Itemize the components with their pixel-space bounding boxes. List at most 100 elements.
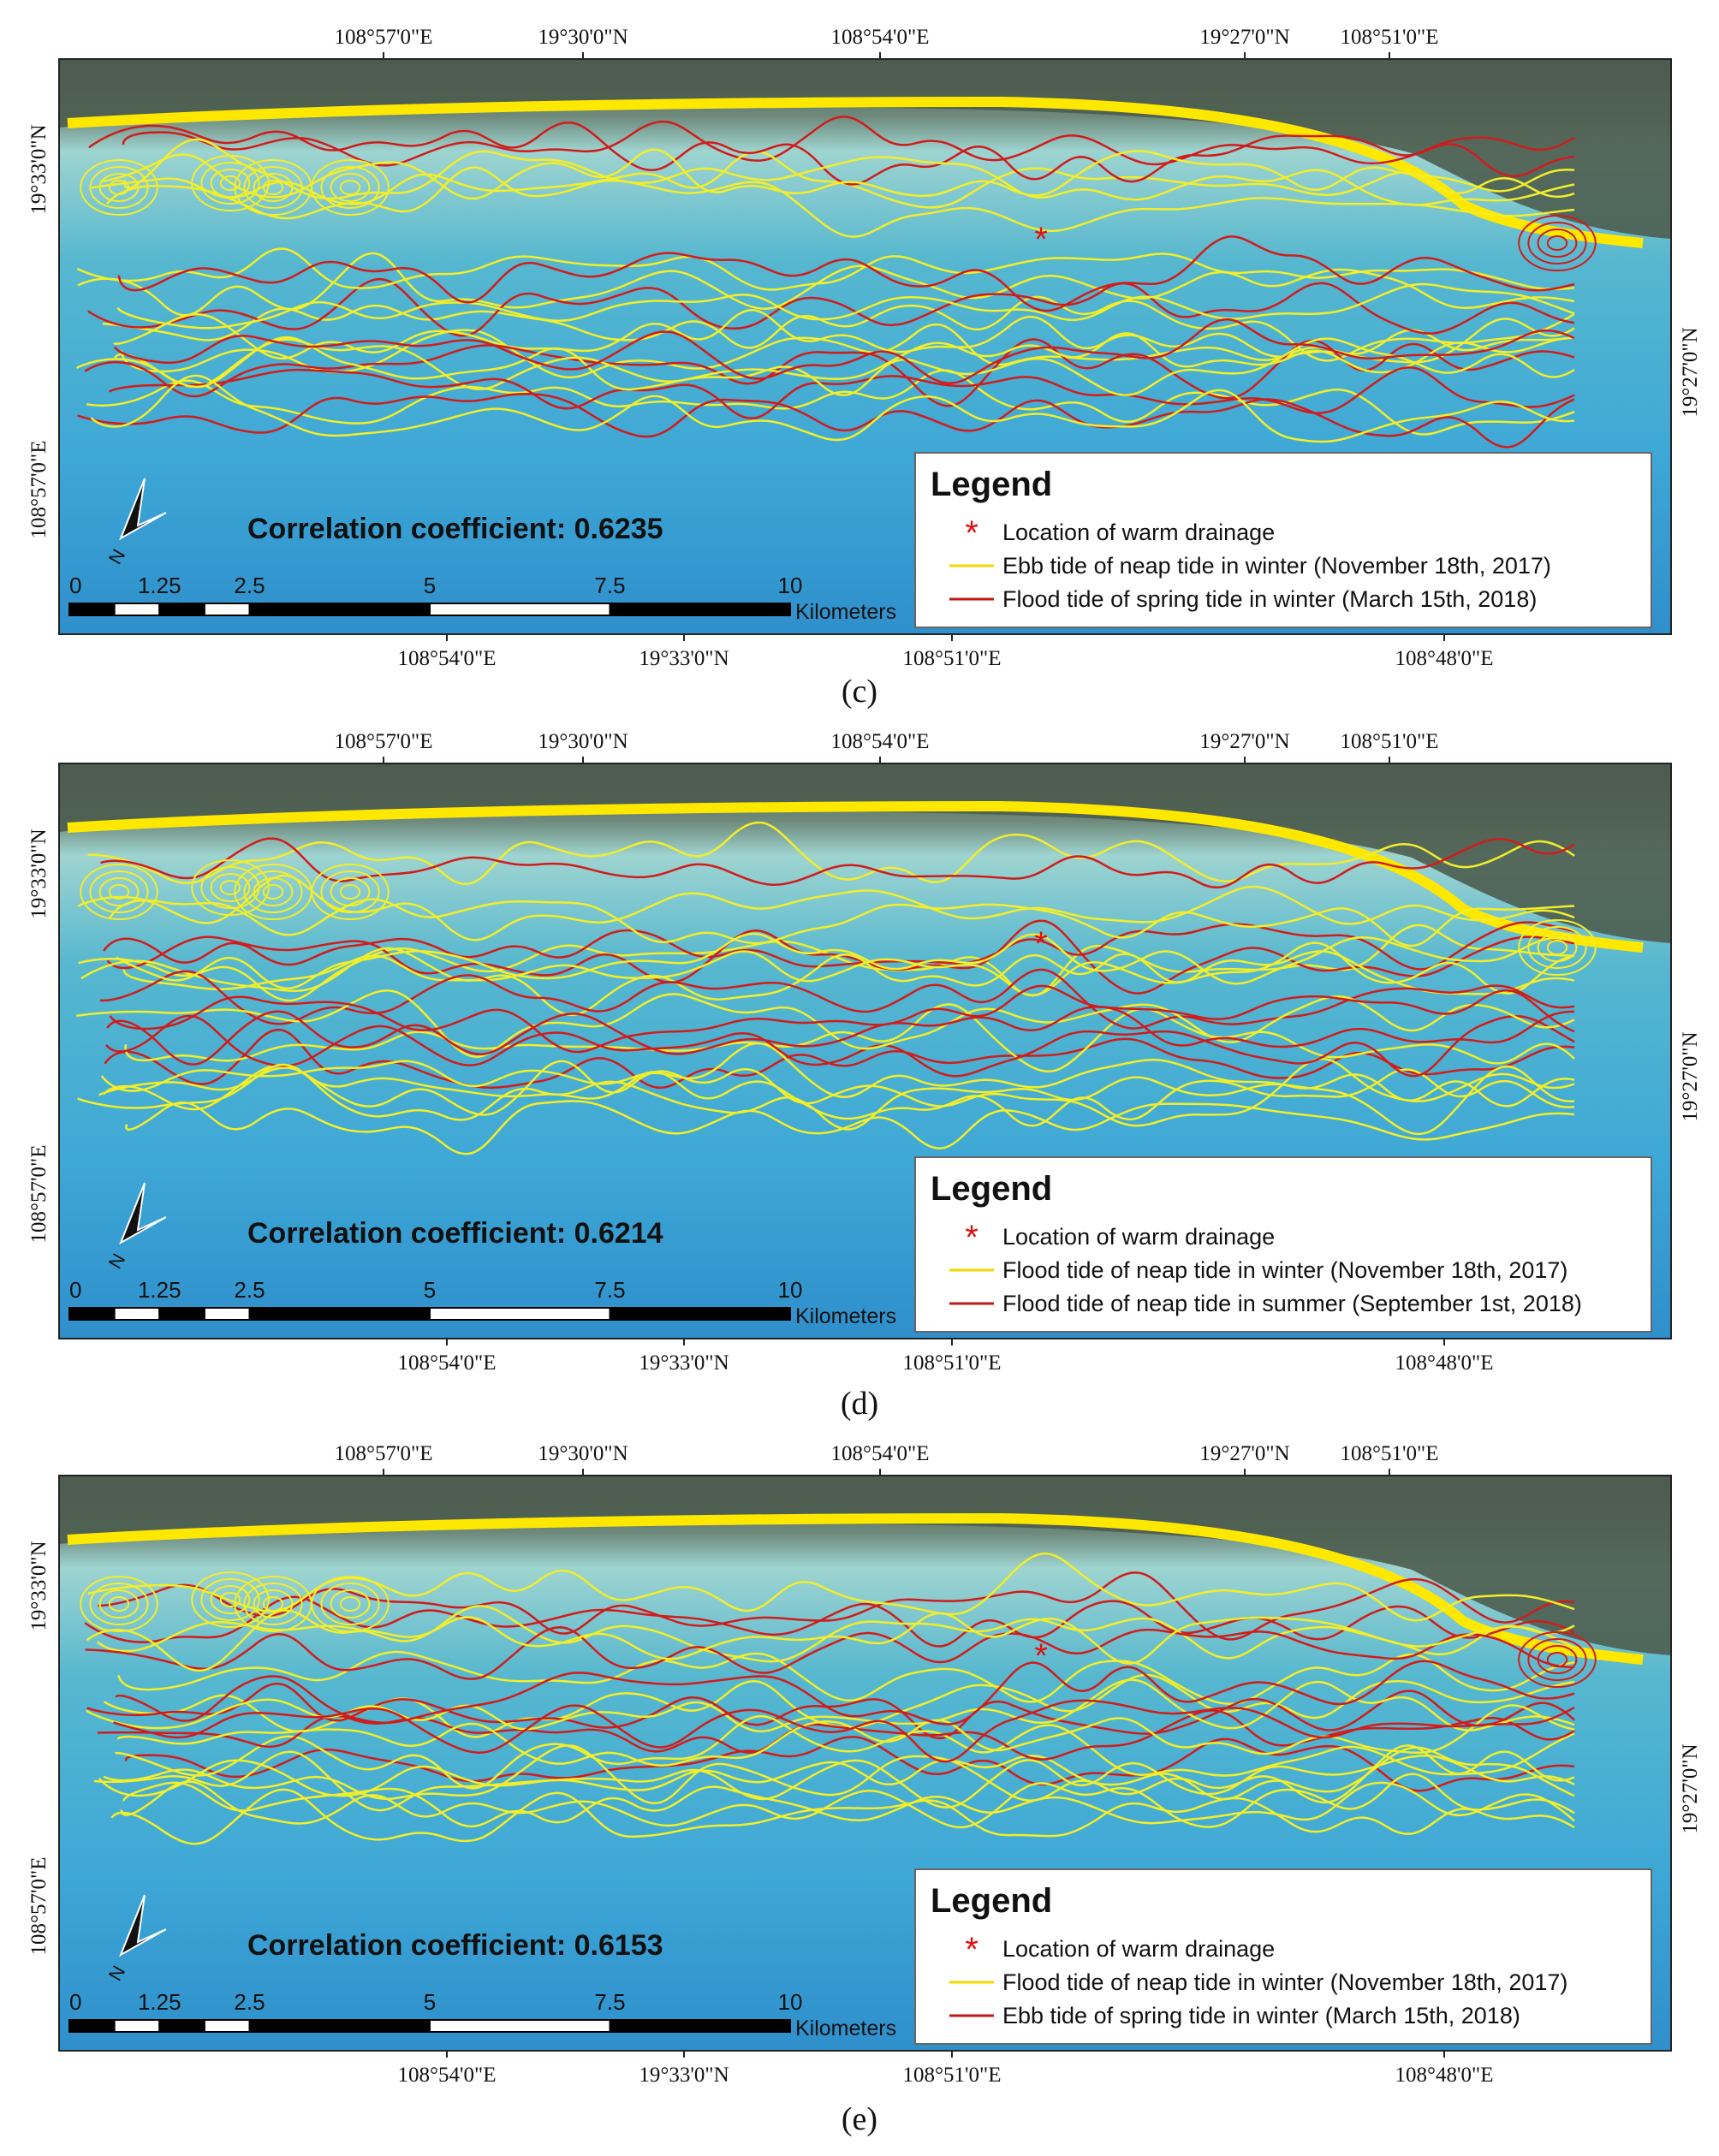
panel-frame <box>58 1475 1672 2052</box>
north-arrow <box>119 1894 167 1957</box>
scale-label: 0 <box>69 1989 81 2015</box>
scale-segment <box>248 1307 431 1321</box>
eddy <box>243 870 303 913</box>
eddy <box>191 1571 270 1628</box>
scale-segment <box>248 603 431 616</box>
scale-segment <box>158 1307 205 1321</box>
contour-line <box>103 921 1575 971</box>
legend-item: Flood tide of spring tide in winter (Mar… <box>1002 586 1537 612</box>
left-coordinate: 108°57'0"E <box>27 1857 51 1956</box>
top-coordinate: 19°30'0"N <box>538 730 628 753</box>
panel-caption: (d) <box>841 1386 878 1422</box>
contour-line <box>120 1773 1575 1829</box>
contour-line <box>75 336 1575 396</box>
scale-label: 1.25 <box>138 573 181 598</box>
bottom-coordinate: 108°54'0"E <box>398 1351 497 1375</box>
eddy <box>1518 1631 1597 1688</box>
bottom-coordinate: 108°54'0"E <box>398 2064 497 2087</box>
bottom-coordinate: 108°51'0"E <box>903 2064 1002 2087</box>
scale-segment <box>158 603 205 616</box>
scale-segment <box>609 1307 791 1321</box>
scale-label: 7.5 <box>594 1277 625 1303</box>
scale-segment <box>609 2019 791 2033</box>
scale-label: 7.5 <box>594 573 625 598</box>
legend-item: Location of warm drainage <box>1002 1936 1275 1962</box>
contour-line <box>109 984 1575 1054</box>
contour-line <box>97 1709 1575 1761</box>
top-coordinate: 108°51'0"E <box>1341 730 1439 753</box>
contour-line <box>110 1788 1575 1845</box>
eddy <box>253 877 294 906</box>
contour-line <box>87 277 1575 337</box>
contour-line <box>78 924 1575 1002</box>
bottom-coordinate: 108°48'0"E <box>1395 1351 1494 1375</box>
contour-line <box>76 247 1575 291</box>
eddy <box>1527 1638 1587 1681</box>
eddy <box>219 175 241 191</box>
top-coordinate: 108°54'0"E <box>831 26 930 49</box>
map-panel: * 108°57'0"E 19°30'0"N 108°54'0"E 19°27'0"N 1… <box>27 26 1702 670</box>
warm-drainage: * <box>1034 221 1048 258</box>
panel-caption: (e) <box>842 2101 877 2137</box>
scale-segment <box>429 2019 611 2033</box>
scale-segment <box>429 603 611 616</box>
eddy <box>262 884 284 900</box>
contour-line <box>113 1699 1575 1763</box>
scale-label: 10 <box>778 573 803 598</box>
legend-item: Flood tide of neap tide in summer (Septe… <box>1002 1291 1582 1316</box>
scale-label: 2.5 <box>234 1989 265 2015</box>
contour-line <box>98 1746 1575 1801</box>
contour-line <box>86 1609 1575 1672</box>
top-coordinate: 19°27'0"N <box>1199 730 1289 753</box>
eddy <box>320 166 380 209</box>
scale-label: 5 <box>424 573 436 598</box>
scale-segment <box>68 1307 116 1321</box>
contour-line <box>122 116 1575 167</box>
eddy <box>219 1592 241 1607</box>
scale-segment <box>203 2019 251 2033</box>
eddy <box>98 877 140 906</box>
legend-title: Legend <box>931 1882 1052 1920</box>
contour-line <box>102 1063 1575 1127</box>
scale-unit: Kilometers <box>795 2016 896 2040</box>
eddy <box>339 180 361 195</box>
scale-unit: Kilometers <box>795 600 896 624</box>
contour-line <box>84 1595 1575 1648</box>
scale-segment <box>113 1307 161 1321</box>
contour-line <box>85 1626 1575 1680</box>
warm-drainage: * <box>1034 925 1048 963</box>
contour-line <box>116 932 1575 990</box>
bottom-coordinate: 108°51'0"E <box>903 647 1002 670</box>
eddy <box>339 884 361 900</box>
contour-line <box>124 1003 1575 1073</box>
legend-title: Legend <box>931 466 1052 503</box>
contour-line <box>99 968 1575 1030</box>
right-coordinate: 19°27'0"N <box>1679 1031 1702 1121</box>
contour-line <box>88 122 1575 186</box>
scale-segment <box>113 2019 161 2033</box>
eddy <box>1527 926 1587 969</box>
map-panel: * 108°57'0"E 19°30'0"N 108°54'0"E 19°27'0"N 1… <box>27 730 1702 1375</box>
contour-line <box>106 1006 1575 1066</box>
scale-label: 1.25 <box>138 1277 181 1303</box>
eddy <box>1537 229 1578 258</box>
eddy <box>253 1589 294 1618</box>
left-coordinate: 19°33'0"N <box>27 1541 51 1630</box>
legend-symbol: * <box>965 514 978 552</box>
eddy <box>1527 222 1587 264</box>
scale-label: 0 <box>69 1277 81 1303</box>
eddy <box>98 173 140 202</box>
contour-line <box>122 1781 1575 1827</box>
contour-line <box>90 374 1575 443</box>
right-coordinate: 19°27'0"N <box>1679 1743 1702 1833</box>
contour-line <box>106 919 1575 995</box>
shoreline <box>67 800 1644 953</box>
correlation-text: Correlation coefficient: 0.6214 <box>247 1217 663 1250</box>
scale-segment <box>113 603 161 616</box>
legend-box <box>914 1156 1652 1333</box>
eddy <box>219 880 241 895</box>
eddy <box>200 1578 260 1621</box>
scale-segment <box>68 603 116 616</box>
contour-line <box>103 1744 1575 1805</box>
eddy <box>191 155 270 211</box>
